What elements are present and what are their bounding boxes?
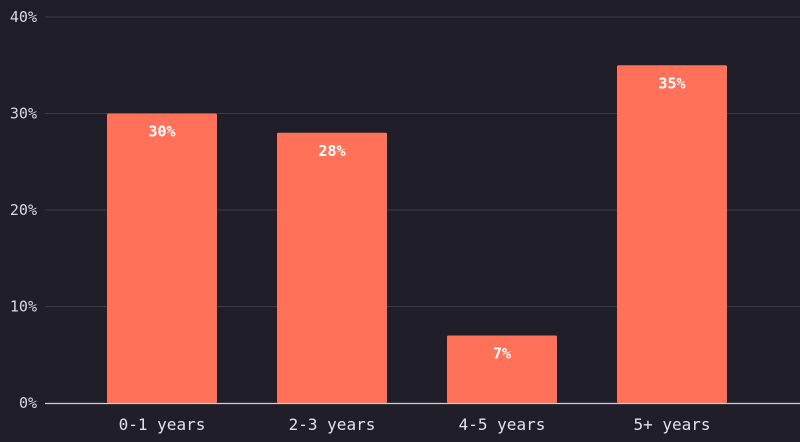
x-category-label: 2-3 years: [289, 415, 376, 434]
bar-value-label: 7%: [493, 344, 511, 362]
y-axis-tick-labels: 0% 10% 20% 30% 40%: [10, 8, 37, 412]
bar: [277, 132, 387, 404]
y-tick-label: 20%: [10, 201, 37, 219]
bar-value-label: 35%: [658, 74, 685, 92]
x-category-label: 5+ years: [633, 415, 710, 434]
bar-value-label: 30%: [148, 123, 175, 141]
bar-value-label: 28%: [318, 142, 345, 160]
y-tick-label: 40%: [10, 8, 37, 26]
y-tick-label: 10%: [10, 298, 37, 316]
x-axis-category-labels: 0-1 years 2-3 years 4-5 years 5+ years: [119, 415, 711, 434]
bar: [447, 335, 557, 403]
bar: [617, 65, 727, 403]
y-tick-label: 30%: [10, 105, 37, 123]
x-category-label: 0-1 years: [119, 415, 206, 434]
y-tick-label: 0%: [19, 394, 37, 412]
bars: 30% 28% 7% 35%: [107, 65, 727, 404]
bar: [107, 113, 217, 403]
x-category-label: 4-5 years: [459, 415, 546, 434]
